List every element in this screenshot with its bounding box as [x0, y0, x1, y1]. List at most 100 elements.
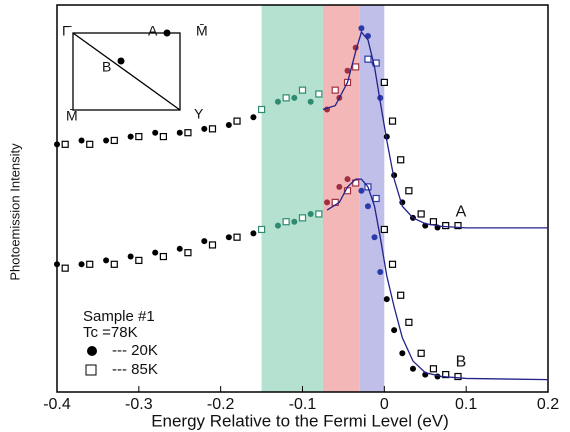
inset-label: B	[102, 59, 111, 75]
inset-diagonal	[72, 32, 181, 111]
data-point-20k	[152, 249, 159, 256]
data-point-20k	[399, 350, 406, 357]
data-point-20k	[274, 98, 281, 105]
inset-square	[72, 32, 181, 111]
data-point-20k	[344, 67, 351, 74]
x-tick-label: 0.2	[537, 396, 559, 413]
x-tick-label: 0.1	[455, 396, 477, 413]
data-point-20k	[176, 129, 183, 136]
data-point-85k	[380, 78, 388, 87]
inset-label: Y	[194, 106, 204, 122]
data-point-85k	[135, 132, 143, 141]
energy-band	[261, 5, 323, 392]
data-point-85k	[429, 218, 438, 226]
data-point-85k	[405, 318, 413, 326]
data-point-85k	[233, 233, 241, 241]
data-point-85k	[352, 63, 360, 71]
curve-label: A	[456, 204, 467, 221]
data-point-20k	[377, 269, 384, 276]
legend-label: --- 20K	[112, 342, 158, 359]
data-point-20k	[176, 245, 183, 252]
data-point-20k	[152, 129, 159, 136]
curve-label: B	[456, 354, 467, 371]
data-point-85k	[282, 218, 290, 226]
data-point-85k	[159, 132, 167, 141]
data-point-85k	[388, 260, 397, 268]
data-point-20k	[358, 187, 365, 194]
data-point-85k	[208, 241, 217, 249]
x-tick-label: 0	[380, 396, 389, 413]
data-point-85k	[380, 225, 388, 234]
fit-line	[322, 30, 548, 229]
data-point-20k	[409, 365, 416, 372]
x-tick-label: -0.3	[125, 396, 153, 413]
inset-dot	[163, 29, 171, 37]
data-point-85k	[397, 291, 405, 299]
data-point-85k	[372, 194, 380, 203]
bands	[261, 5, 385, 392]
data-point-20k	[274, 222, 281, 229]
legend-marker	[85, 364, 97, 376]
inset-label: A	[148, 23, 158, 39]
data-point-85k	[454, 221, 462, 230]
data-point-20k	[103, 137, 110, 144]
data-point-85k	[282, 94, 290, 102]
inset-label: Γ̄	[62, 23, 72, 39]
data-point-20k	[201, 238, 208, 245]
inset-label: M̄	[66, 108, 78, 124]
legend-marker	[87, 346, 97, 356]
data-point-20k	[250, 230, 257, 237]
data-point-85k	[331, 86, 339, 94]
x-tick-label: -0.4	[43, 396, 71, 413]
data-point-20k	[103, 257, 110, 264]
data-point-20k	[291, 218, 298, 225]
data-point-20k	[324, 199, 331, 206]
data-point-20k	[383, 296, 390, 303]
data-point-85k	[388, 117, 397, 125]
data-point-85k	[184, 129, 192, 137]
data-point-85k	[442, 370, 450, 379]
data-point-85k	[315, 90, 323, 98]
data-point-85k	[454, 372, 462, 381]
fit-line	[326, 178, 549, 381]
data-point-85k	[442, 221, 450, 230]
data-point-85k	[257, 105, 266, 114]
inset-dot	[117, 57, 125, 65]
data-point-85k	[86, 260, 94, 268]
data-point-85k	[110, 136, 118, 145]
data-point-20k	[364, 203, 371, 210]
data-point-20k	[344, 176, 351, 183]
data-point-20k	[291, 94, 298, 101]
x-tick-label: -0.1	[289, 396, 317, 413]
inset-label: M̄	[196, 23, 208, 39]
data-point-20k	[54, 141, 60, 148]
data-point-20k	[336, 183, 343, 190]
data-point-85k	[397, 156, 405, 164]
data-point-20k	[307, 210, 314, 217]
data-point-20k	[358, 25, 365, 32]
data-point-85k	[315, 210, 323, 218]
data-point-20k	[127, 133, 134, 140]
x-axis-label: Energy Relative to the Fermi Level (eV)	[151, 411, 449, 430]
data-point-20k	[78, 137, 85, 144]
data-point-20k	[371, 234, 378, 241]
data-point-85k	[61, 264, 69, 272]
data-point-85k	[405, 187, 413, 195]
data-point-85k	[429, 365, 438, 373]
data-point-20k	[307, 98, 314, 105]
data-point-20k	[78, 261, 85, 268]
data-point-20k	[391, 327, 398, 334]
data-point-85k	[135, 256, 143, 265]
y-axis-label: Photoemission Intensity	[7, 143, 22, 281]
data-point-85k	[298, 86, 307, 94]
data-point-85k	[208, 125, 217, 133]
data-point-85k	[364, 55, 372, 63]
data-point-85k	[61, 140, 69, 148]
data-point-20k	[201, 125, 208, 132]
data-point-85k	[86, 140, 94, 148]
data-point-85k	[184, 249, 192, 257]
data-point-85k	[298, 214, 307, 222]
data-point-85k	[233, 117, 241, 125]
data-point-20k	[250, 114, 257, 121]
